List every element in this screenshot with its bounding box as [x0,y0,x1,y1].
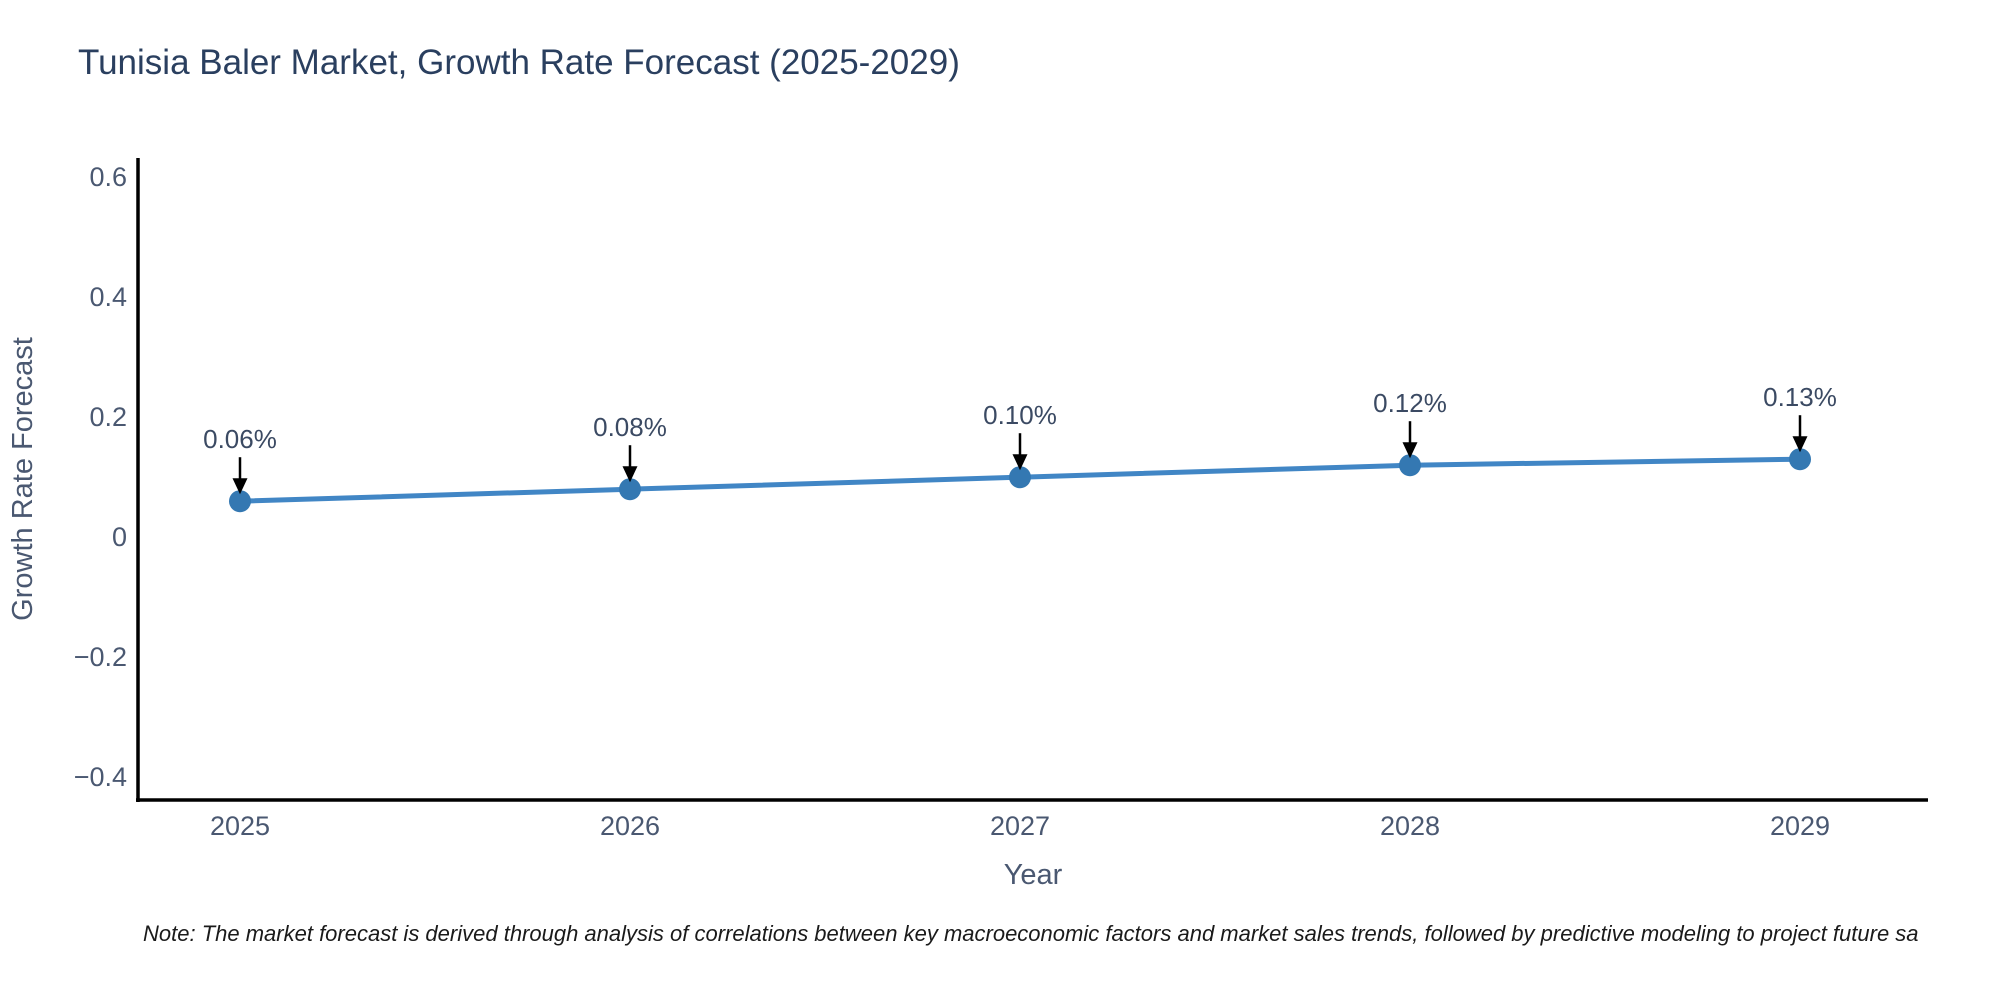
y-tick-label: −0.4 [74,762,127,792]
data-point-marker [1399,454,1421,477]
annotation-arrowhead-icon [1792,436,1808,453]
x-tick-label: 2029 [1770,811,1830,841]
data-point-marker [1009,466,1031,489]
y-tick-label: 0.4 [89,282,127,312]
annotation-arrowhead-icon [622,466,638,483]
chart-title: Tunisia Baler Market, Growth Rate Foreca… [78,43,960,82]
point-value-label: 0.06% [203,424,277,454]
y-tick-label: 0.6 [89,162,127,192]
y-tick-label: 0 [112,522,127,552]
x-tick-label: 2027 [990,811,1050,841]
x-tick-label: 2026 [600,811,660,841]
annotation-arrowhead-icon [1402,442,1418,459]
y-tick-label: −0.2 [74,642,127,672]
point-value-label: 0.13% [1763,382,1837,412]
annotation-arrowhead-icon [232,478,248,495]
data-point-marker [1789,448,1811,471]
y-tick-label: 0.2 [89,402,127,432]
point-value-label: 0.10% [983,400,1057,430]
data-point-marker [229,490,251,513]
x-axis-title: Year [1004,859,1063,891]
point-value-label: 0.08% [593,412,667,442]
x-tick-label: 2028 [1380,811,1440,841]
footnote: Note: The market forecast is derived thr… [143,921,1919,946]
data-point-marker [619,478,641,501]
x-tick-label: 2025 [210,811,270,841]
y-axis-title: Growth Rate Forecast [7,337,39,621]
point-value-label: 0.12% [1373,388,1447,418]
annotation-arrowhead-icon [1012,454,1028,471]
